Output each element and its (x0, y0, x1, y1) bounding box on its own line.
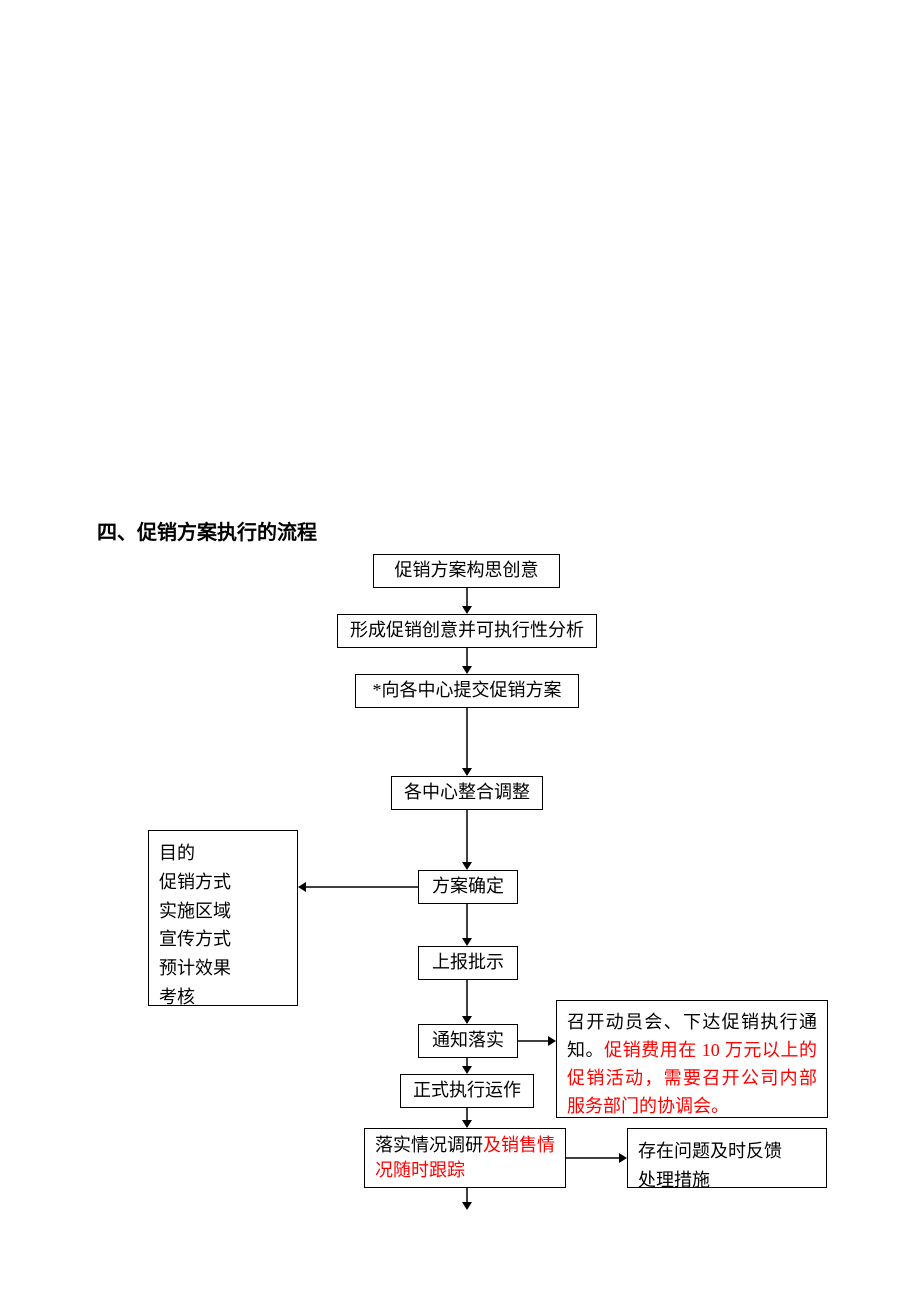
node-label: 落实情况调研及销售情况随时跟踪 (375, 1133, 555, 1183)
side-box-meeting: 召开动员会、下达促销执行通知。促销费用在 10 万元以上的促销活动，需要召开公司… (556, 1000, 828, 1118)
section-title: 四、促销方案执行的流程 (97, 516, 317, 545)
node-submit: *向各中心提交促销方案 (355, 674, 579, 708)
side-box-feedback: 存在问题及时反馈处理措施 (627, 1128, 827, 1188)
node-feasibility: 形成促销创意并可执行性分析 (337, 614, 597, 648)
side-box-line: 预计效果 (159, 954, 287, 983)
node-integrate: 各中心整合调整 (391, 776, 543, 810)
node-label: 通知落实 (432, 1028, 504, 1053)
node-label: 形成促销创意并可执行性分析 (350, 618, 584, 643)
side-box-line: 考核 (159, 983, 287, 1012)
side-box-line: 宣传方式 (159, 925, 287, 954)
node-label: 上报批示 (432, 950, 504, 975)
side-box-objectives: 目的促销方式实施区域宣传方式预计效果考核 (148, 830, 298, 1006)
node-concept: 促销方案构思创意 (373, 554, 560, 588)
node-notify: 通知落实 (418, 1024, 518, 1058)
side-box-line: 实施区域 (159, 897, 287, 926)
node-label: 促销方案构思创意 (395, 558, 539, 583)
node-survey: 落实情况调研及销售情况随时跟踪 (364, 1128, 566, 1188)
node-label: *向各中心提交促销方案 (373, 678, 562, 703)
node-label: 各中心整合调整 (404, 780, 530, 805)
node-execute: 正式执行运作 (400, 1074, 534, 1108)
side-box-line: 促销方式 (159, 868, 287, 897)
node-label: 正式执行运作 (413, 1078, 521, 1103)
side-box-line: 存在问题及时反馈 (638, 1137, 816, 1166)
side-box-line: 处理措施 (638, 1166, 816, 1195)
node-label: 方案确定 (432, 874, 504, 899)
side-box-line: 目的 (159, 839, 287, 868)
node-report: 上报批示 (418, 946, 518, 980)
node-confirm: 方案确定 (418, 870, 518, 904)
